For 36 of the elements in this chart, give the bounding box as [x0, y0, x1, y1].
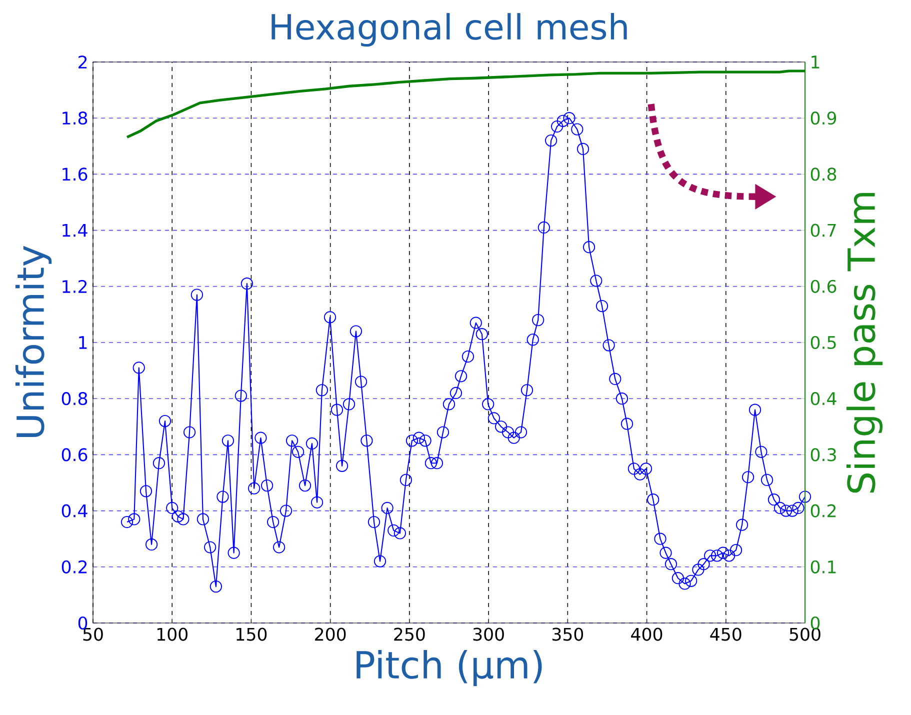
x-tick-label: 400: [631, 628, 662, 641]
y-tick-label: 1.4: [62, 224, 88, 237]
x-tick-label: 250: [394, 628, 425, 641]
y-tick-label: 0.6: [62, 448, 88, 462]
y-tick-label: 1.6: [62, 168, 88, 181]
y2-tick-label: 0.2: [810, 504, 836, 518]
y2-tick-label: 0.3: [810, 448, 836, 462]
y2-tick-label: 0.8: [810, 168, 836, 181]
y-axis-title: Uniformity: [15, 246, 52, 438]
y-tick-label: 1.2: [62, 280, 87, 293]
y-tick-label: 0.2: [62, 560, 87, 574]
y-tick-label: 1: [79, 336, 87, 349]
x-tick-label: 300: [473, 628, 504, 641]
y2-axis-title: Single pass Txm: [846, 193, 883, 493]
x-tick-label: 50: [83, 628, 103, 641]
y-tick-label: 0.4: [62, 504, 88, 518]
x-tick-label: 100: [157, 628, 188, 641]
x-tick-label: 150: [236, 628, 267, 641]
y2-tick-label: 0.1: [810, 560, 836, 574]
y2-tick-label: 0: [810, 616, 820, 630]
y2-tick-label: 0.5: [810, 336, 836, 350]
y2-tick-label: 0.7: [810, 224, 836, 237]
y-tick-label: 0: [78, 616, 88, 630]
y2-tick-label: 1: [812, 56, 820, 68]
y2-tick-label: 0.4: [810, 392, 836, 406]
y-tick-label: 0.8: [62, 392, 88, 406]
x-axis-title: Pitch (µm): [356, 650, 542, 686]
x-tick-label: 450: [710, 628, 742, 641]
y-tick-label: 2: [78, 56, 87, 68]
x-tick-label: 200: [315, 628, 346, 641]
y-tick-label: 1.8: [62, 112, 88, 125]
y2-tick-label: 0.6: [810, 280, 836, 293]
x-tick-label: 350: [552, 628, 584, 641]
chart-title: Hexagonal cell mesh: [272, 13, 627, 47]
y2-tick-label: 0.9: [810, 112, 836, 125]
x-tick-label: 500: [790, 628, 820, 641]
